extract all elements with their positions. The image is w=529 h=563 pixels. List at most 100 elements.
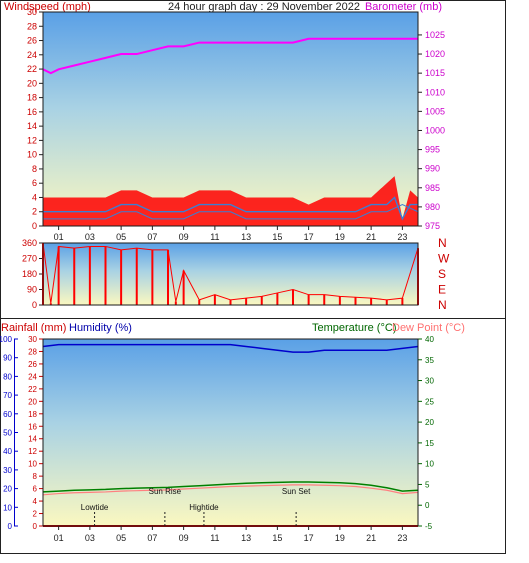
humidity-y-tick-label: 10 xyxy=(3,503,12,512)
wind-x-tick-label: 13 xyxy=(241,232,251,242)
temp-y-tick-label: 40 xyxy=(425,335,434,344)
wind-y-tick-label: 4 xyxy=(32,192,37,202)
wind-y-tick-label: 12 xyxy=(27,135,37,145)
baro-y-tick-label: 1010 xyxy=(425,87,445,97)
event-label: Sun Set xyxy=(282,487,311,496)
temp-y-tick-label: -5 xyxy=(425,522,433,531)
humidity-y-tick-label: 90 xyxy=(3,354,12,363)
temp-x-tick-label: 07 xyxy=(147,533,157,543)
wind-x-tick-label: 11 xyxy=(210,232,219,242)
windspeed-axis-title: Windspeed (mph) xyxy=(4,1,91,13)
humidity-y-tick-label: 40 xyxy=(3,447,12,456)
wind-plot-frame xyxy=(42,11,419,227)
baro-y-tick-label: 975 xyxy=(425,221,440,231)
barometer-axis-title: Barometer (mb) xyxy=(365,1,442,13)
baro-y-tick-label: 1015 xyxy=(425,68,445,78)
dewpoint-axis-title: Dew Point (°C) xyxy=(392,322,465,334)
wind-y-tick-label: 14 xyxy=(27,121,37,131)
baro-y-tick-label: 990 xyxy=(425,164,440,174)
baro-y-tick-label: 980 xyxy=(425,202,440,212)
dir-y-tick-label: 180 xyxy=(22,269,37,279)
direction-plot-area xyxy=(43,243,418,305)
wind-y-tick-label: 8 xyxy=(32,164,37,174)
temp-x-tick-label: 19 xyxy=(335,533,345,543)
graph-title: 24 hour graph day : 29 November 2022 xyxy=(168,1,360,13)
dir-y-tick-label: 0 xyxy=(32,300,37,310)
baro-y-tick-label: 985 xyxy=(425,183,440,193)
temp-x-tick-label: 01 xyxy=(54,533,64,543)
wind-y-tick-label: 24 xyxy=(27,50,37,60)
avg-wind-line xyxy=(43,196,418,221)
temp-y-tick-label: 20 xyxy=(425,418,434,427)
temperature-plot-area xyxy=(43,339,418,526)
humidity-y-tick-label: 70 xyxy=(3,391,12,400)
wind-x-tick-label: 15 xyxy=(272,232,282,242)
wind-x-tick-label: 17 xyxy=(304,232,314,242)
humidity-y-tick-label: 30 xyxy=(3,466,12,475)
humidity-line xyxy=(42,343,419,353)
rain-y-tick-label: 20 xyxy=(28,397,37,406)
rain-y-tick-label: 26 xyxy=(28,360,37,369)
wind-x-tick-label: 23 xyxy=(397,232,407,242)
humidity-y-tick-label: 50 xyxy=(3,429,12,438)
compass-label: S xyxy=(438,267,446,281)
rain-y-tick-label: 10 xyxy=(28,460,37,469)
baro-y-tick-label: 1025 xyxy=(425,30,445,40)
baro-y-tick-label: 1020 xyxy=(425,49,445,59)
wind-y-tick-label: 6 xyxy=(32,178,37,188)
wind-x-tick-label: 19 xyxy=(335,232,345,242)
humidity-y-tick-label: 100 xyxy=(0,335,13,344)
barometer-line xyxy=(42,37,418,75)
min-wind-line xyxy=(43,204,419,220)
rain-y-tick-label: 0 xyxy=(33,522,38,531)
event-label: Sun Rise xyxy=(149,487,182,496)
temp-y-tick-label: 30 xyxy=(425,377,434,386)
temp-x-tick-label: 23 xyxy=(397,533,407,543)
wind-y-tick-label: 10 xyxy=(27,150,37,160)
temp-x-tick-label: 17 xyxy=(304,533,314,543)
rain-y-tick-label: 4 xyxy=(33,497,38,506)
rain-y-tick-label: 6 xyxy=(33,485,38,494)
temp-y-tick-label: 5 xyxy=(425,480,430,489)
wind-y-tick-label: 2 xyxy=(32,207,37,217)
rain-y-tick-label: 24 xyxy=(28,372,37,381)
dir-y-tick-label: 360 xyxy=(22,238,37,248)
rain-y-tick-label: 30 xyxy=(28,335,37,344)
compass-label: E xyxy=(438,283,446,297)
rain-y-tick-label: 22 xyxy=(28,385,37,394)
wind-y-tick-label: 0 xyxy=(32,221,37,231)
direction-line xyxy=(42,242,419,304)
humidity-axis-title: Humidity (%) xyxy=(69,322,132,334)
humidity-y-tick-label: 20 xyxy=(3,485,12,494)
dir-y-tick-label: 270 xyxy=(22,254,37,264)
wind-x-tick-label: 21 xyxy=(366,232,376,242)
direction-plot-frame xyxy=(42,242,419,306)
wind-x-tick-label: 03 xyxy=(85,232,95,242)
wind-y-tick-label: 18 xyxy=(27,93,37,103)
rain-y-tick-label: 8 xyxy=(33,472,38,481)
wind-y-tick-label: 26 xyxy=(27,36,37,46)
rain-y-tick-label: 14 xyxy=(28,435,37,444)
temp-y-tick-label: 35 xyxy=(425,356,434,365)
wind-x-tick-label: 01 xyxy=(54,232,64,242)
humidity-y-tick-label: 80 xyxy=(3,372,12,381)
baro-y-tick-label: 1005 xyxy=(425,106,445,116)
temp-x-tick-label: 09 xyxy=(179,533,189,543)
baro-y-tick-label: 1000 xyxy=(425,125,445,135)
wind-x-tick-label: 09 xyxy=(179,232,189,242)
baro-y-tick-label: 995 xyxy=(425,145,440,155)
temperature-axis-title: Temperature (°C) xyxy=(312,322,396,334)
temp-x-tick-label: 03 xyxy=(85,533,95,543)
event-label: Lowtide xyxy=(81,503,109,512)
temp-x-tick-label: 15 xyxy=(272,533,282,543)
compass-label: N xyxy=(438,298,447,312)
temp-x-tick-label: 21 xyxy=(366,533,376,543)
rain-y-tick-label: 2 xyxy=(33,510,38,519)
rain-y-tick-label: 28 xyxy=(28,347,37,356)
temp-y-tick-label: 0 xyxy=(425,501,430,510)
wind-y-tick-label: 30 xyxy=(27,7,37,17)
temp-x-tick-label: 13 xyxy=(241,533,251,543)
wind-x-tick-label: 05 xyxy=(116,232,126,242)
